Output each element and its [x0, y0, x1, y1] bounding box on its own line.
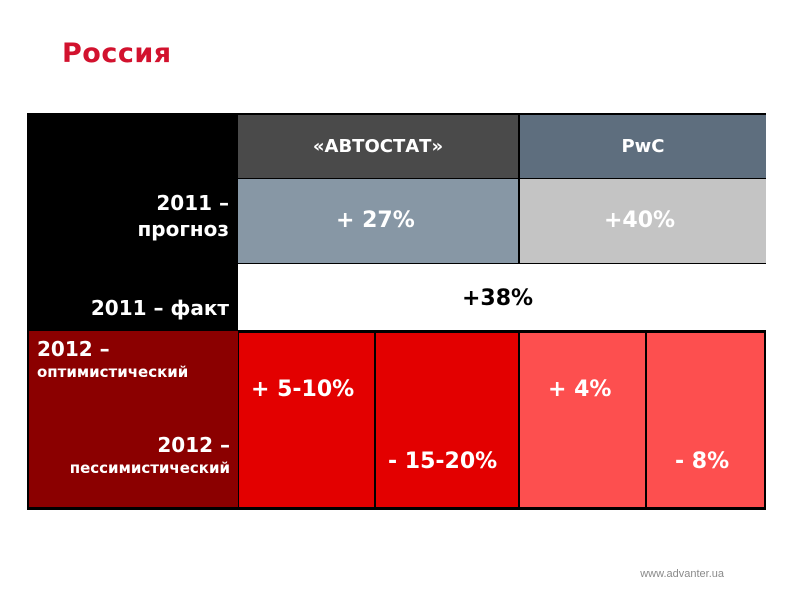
value-pwc-2012-pessimistic: - 8% [675, 449, 730, 474]
row-label-2012-scenarios: 2012 – оптимистический 2012 – пессимисти… [29, 331, 238, 507]
row-label-forecast-2011: 2011 – прогноз [27, 179, 237, 263]
cell-fact-2011: +38% [238, 264, 766, 330]
cell-autostat-2012-pessimistic: - 15-20% [376, 333, 518, 507]
value-pwc-forecast-2011: +40% [604, 208, 676, 233]
value-fact-2011: +38% [462, 286, 534, 311]
row-label-fact-2011-text: 2011 – факт [90, 296, 229, 320]
row-label-2012-optimistic-line1: 2012 – [37, 337, 110, 361]
cell-pwc-2012-optimistic: + 4% [520, 333, 645, 507]
corner-cell [27, 113, 237, 178]
value-autostat-2012-optimistic: + 5-10% [251, 377, 355, 402]
value-autostat-forecast-2011: + 27% [336, 208, 415, 233]
row-label-fact-2011: 2011 – факт [27, 264, 237, 332]
column-header-pwc-label: PwC [621, 136, 665, 157]
column-header-pwc: PwC [520, 115, 766, 178]
cell-pwc-2012-pessimistic: - 8% [647, 333, 764, 507]
row-label-forecast-2011-line2: прогноз [137, 217, 229, 241]
footer-url: www.advanter.ua [640, 568, 724, 580]
column-header-autostat: «АВТОСТАТ» [238, 115, 518, 178]
cell-autostat-forecast-2011: + 27% [238, 179, 518, 263]
cell-pwc-forecast-2011: +40% [520, 179, 766, 263]
column-header-autostat-label: «АВТОСТАТ» [312, 136, 444, 157]
row-label-2012-pessimistic-line1: 2012 – [157, 433, 230, 457]
forecast-table: «АВТОСТАТ» PwC 2011 – прогноз + 27% +40%… [27, 113, 766, 510]
value-pwc-2012-optimistic: + 4% [548, 377, 612, 402]
row-label-2012-pessimistic-line2: пессимистический [69, 459, 230, 477]
value-autostat-2012-pessimistic: - 15-20% [388, 449, 498, 474]
cell-autostat-2012-optimistic: + 5-10% [239, 333, 374, 507]
row-label-2012-optimistic-line2: оптимистический [37, 363, 189, 381]
row-label-forecast-2011-line1: 2011 – [156, 191, 229, 215]
page-title: Россия [62, 38, 172, 69]
